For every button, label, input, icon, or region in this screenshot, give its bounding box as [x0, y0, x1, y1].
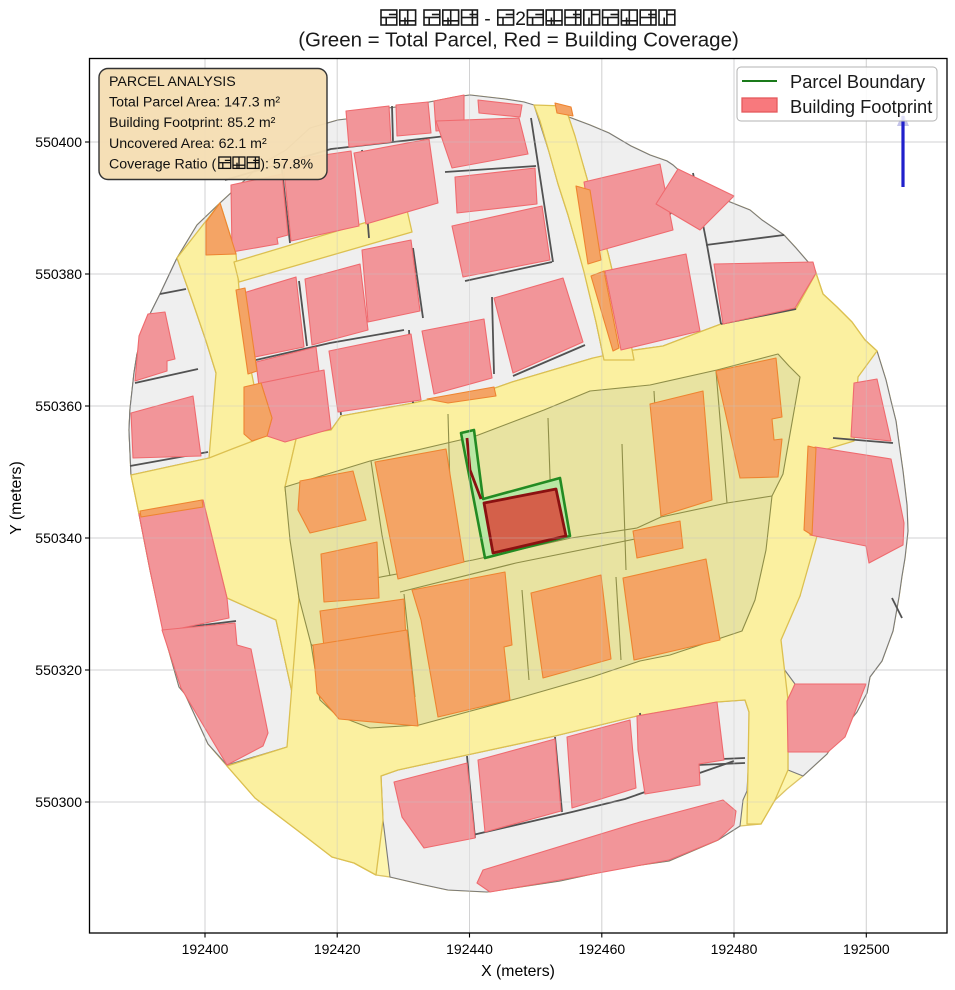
svg-text:Y (meters): Y (meters) — [8, 461, 25, 534]
svg-text:192500: 192500 — [843, 941, 890, 957]
svg-text:Coverage Ratio (: Coverage Ratio ( — [109, 156, 217, 172]
svg-text:2: 2 — [515, 8, 526, 30]
svg-text:192480: 192480 — [711, 941, 758, 957]
svg-text:Building Footprint: Building Footprint — [790, 96, 932, 117]
svg-text:-: - — [484, 8, 491, 30]
svg-text:550320: 550320 — [35, 662, 82, 678]
svg-text:550300: 550300 — [35, 794, 82, 810]
svg-text:550340: 550340 — [35, 530, 82, 546]
svg-text:PARCEL ANALYSIS: PARCEL ANALYSIS — [109, 74, 236, 90]
svg-text:192420: 192420 — [314, 941, 361, 957]
svg-text:Total Parcel Area: 147.3 m²: Total Parcel Area: 147.3 m² — [109, 95, 280, 111]
svg-text:192460: 192460 — [578, 941, 625, 957]
svg-text:Building Footprint: 85.2 m²: Building Footprint: 85.2 m² — [109, 115, 276, 131]
svg-text:): 57.8%: ): 57.8% — [260, 156, 313, 172]
svg-text:X (meters): X (meters) — [481, 963, 555, 980]
svg-text:Parcel Boundary: Parcel Boundary — [790, 71, 926, 92]
svg-text:550360: 550360 — [35, 398, 82, 414]
svg-text:(Green = Total Parcel, Red = B: (Green = Total Parcel, Red = Building Co… — [298, 29, 739, 52]
svg-text:192400: 192400 — [182, 941, 229, 957]
svg-text:550380: 550380 — [35, 266, 82, 282]
svg-text:192440: 192440 — [446, 941, 493, 957]
svg-text:Uncovered Area: 62.1 m²: Uncovered Area: 62.1 m² — [109, 136, 267, 152]
svg-text:550400: 550400 — [35, 134, 82, 150]
